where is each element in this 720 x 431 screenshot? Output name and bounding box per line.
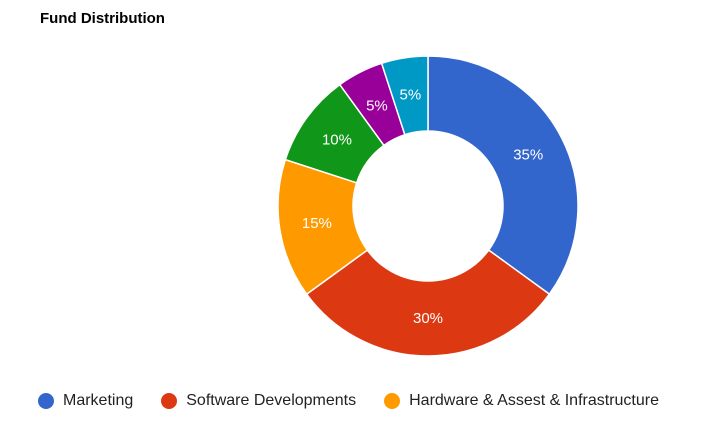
donut-slice-6[interactable] xyxy=(380,55,429,136)
legend-label-software-developments: Software Developments xyxy=(186,392,357,409)
legend-marker-marketing xyxy=(38,393,54,409)
chart-legend: Marketing Software Developments Hardware… xyxy=(38,392,659,410)
donut-slices xyxy=(277,55,579,357)
chart-title: Fund Distribution xyxy=(40,10,165,27)
legend-label-marketing: Marketing xyxy=(63,392,134,409)
donut-slice-1[interactable] xyxy=(427,55,579,296)
slice-label-1: 35% xyxy=(513,146,543,163)
legend-marker-hardware-infrastructure xyxy=(384,393,401,409)
donut-slice-2[interactable] xyxy=(305,249,551,357)
legend-item-software-developments[interactable]: Software Developments xyxy=(161,392,356,410)
donut-chart: 35% 30% 15% 10% 5% 5% xyxy=(277,55,579,357)
legend-item-marketing[interactable]: Marketing xyxy=(38,392,133,410)
slice-label-4: 10% xyxy=(322,131,352,148)
legend-marker-software-developments xyxy=(161,393,178,409)
slice-label-6: 5% xyxy=(400,86,422,103)
slice-label-3: 15% xyxy=(302,215,332,232)
legend-label-hardware-infrastructure: Hardware & Assest & Infrastructure xyxy=(409,392,659,409)
slice-labels: 35% 30% 15% 10% 5% 5% xyxy=(302,86,543,327)
slice-label-5: 5% xyxy=(366,97,388,114)
slice-label-2: 30% xyxy=(413,310,443,327)
legend-item-hardware-infrastructure[interactable]: Hardware & Assest & Infrastructure xyxy=(384,392,659,410)
